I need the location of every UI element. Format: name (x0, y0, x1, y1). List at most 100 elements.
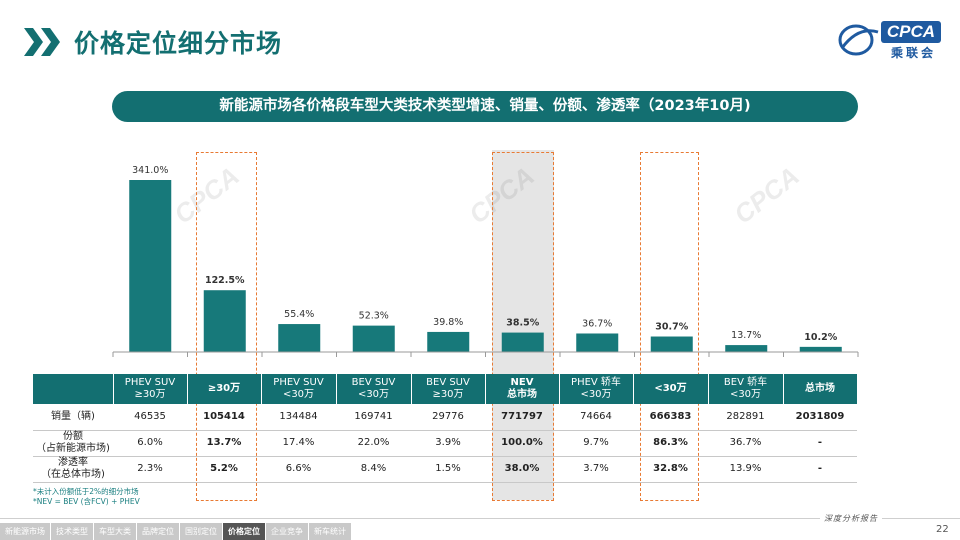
column-header-line1: PHEV SUV (273, 377, 324, 388)
value-label: 55.4% (284, 309, 314, 320)
nav-tab[interactable]: 品牌定位 (137, 523, 179, 540)
footnote-2: *NEV = BEV (含FCV) + PHEV (33, 497, 140, 506)
logo-text: CPCA (881, 21, 941, 43)
column-header: PHEV SUV ≥30万 (113, 374, 188, 404)
table-cell: 9.7% (559, 430, 633, 457)
bar (650, 336, 693, 352)
table-cell: - (783, 430, 857, 457)
table-cell: - (783, 456, 857, 483)
table-cell: 13.9% (708, 456, 783, 483)
table-cell: 3.7% (559, 456, 633, 483)
table-cell: 3.9% (411, 430, 485, 457)
row-label-line2: （占新能源市场) (36, 443, 110, 454)
bar (501, 332, 544, 352)
bar (576, 333, 619, 352)
column-header-line1: BEV 轿车 (723, 377, 768, 388)
table-cell: 5.2% (187, 456, 261, 483)
bar (799, 346, 842, 352)
table-cell: 46535 (113, 404, 187, 431)
bar (427, 331, 470, 352)
value-label: 122.5% (205, 275, 245, 286)
table-corner (33, 374, 114, 404)
nav-tab[interactable]: 企业竞争 (266, 523, 308, 540)
chevron-right-icon (24, 28, 60, 56)
section-nav: 新能源市场 技术类型 车型大类 品牌定位 国别定位 价格定位 企业竞争 新车统计 (0, 523, 352, 540)
cpca-logo: CPCA 乘联会 (836, 18, 944, 62)
chart-title-banner: 新能源市场各价格段车型大类技术类型增速、销量、份额、渗透率（2023年10月) (112, 91, 858, 122)
column-header: <30万 (633, 374, 709, 404)
value-label: 341.0% (132, 165, 168, 176)
nav-tab[interactable]: 新车统计 (309, 523, 351, 540)
bar (725, 345, 768, 352)
bar (203, 290, 246, 352)
table-cell: 666383 (633, 404, 708, 431)
column-header-line1: BEV SUV (351, 377, 396, 388)
table-cell: 36.7% (708, 430, 783, 457)
page-number: 22 (936, 524, 949, 535)
bar-chart: 341.0% 122.5% 55.4% 52.3% 39.8% 38.5% 36.7% 30.… (112, 165, 859, 357)
column-header: 总市场 (783, 374, 858, 404)
table-row: 渗透率 （在总体市场) 2.3% 5.2% 6.6% 8.4% 1.5% 38.0% 3.7% 3… (33, 456, 857, 483)
row-label-line1: 渗透率 (58, 457, 88, 468)
table-row: 份额 （占新能源市场) 6.0% 13.7% 17.4% 22.0% 3.9% 100.0% 9… (33, 430, 857, 457)
column-header: BEV 轿车 <30万 (708, 374, 784, 404)
column-header: NEV 总市场 (485, 374, 560, 404)
value-label: 38.5% (506, 318, 539, 329)
nav-tab[interactable]: 技术类型 (51, 523, 93, 540)
nav-tab[interactable]: 国别定位 (180, 523, 222, 540)
header: 价格定位细分市场 CPCA 乘联会 (0, 0, 960, 80)
column-header: PHEV SUV <30万 (261, 374, 337, 404)
table-cell: 105414 (187, 404, 261, 431)
highlight-box-ge30 (196, 152, 257, 501)
column-header-line1: ≥30万 (207, 383, 241, 394)
table-cell: 6.6% (261, 456, 336, 483)
column-header-line1: <30万 (654, 383, 687, 394)
column-header-line2: <30万 (729, 389, 762, 400)
column-header-line1: BEV SUV (426, 377, 470, 388)
table-cell: 32.8% (633, 456, 708, 483)
table-cell: 6.0% (113, 430, 187, 457)
table-cell: 282891 (708, 404, 783, 431)
footnotes: *未计入份额低于2%的细分市场 *NEV = BEV (含FCV) + PHEV (33, 487, 140, 507)
column-header: BEV SUV <30万 (336, 374, 412, 404)
table-cell: 29776 (411, 404, 485, 431)
row-label: 渗透率 （在总体市场) (33, 456, 113, 483)
nav-tab[interactable]: 车型大类 (94, 523, 136, 540)
row-label: 份额 （占新能源市场) (33, 430, 113, 457)
nav-tab[interactable]: 新能源市场 (0, 523, 50, 540)
column-header-line2: 总市场 (507, 389, 537, 400)
table-cell: 13.7% (187, 430, 261, 457)
value-label: 52.3% (359, 311, 389, 322)
footer-divider (0, 518, 960, 519)
globe-icon (838, 24, 879, 56)
table-cell: 86.3% (633, 430, 708, 457)
table-cell: 771797 (485, 404, 559, 431)
column-header: PHEV 轿车 <30万 (559, 374, 634, 404)
column-header: ≥30万 (187, 374, 262, 404)
bar (352, 325, 395, 352)
row-label-line1: 份额 (63, 431, 83, 442)
column-header-line2: ≥30万 (134, 389, 166, 400)
column-header-line2: <30万 (580, 389, 612, 400)
bar (129, 180, 172, 352)
table-cell: 38.0% (485, 456, 559, 483)
nav-tab[interactable]: 价格定位 (223, 523, 265, 540)
x-axis-ticks (112, 352, 859, 357)
column-header-line1: 总市场 (805, 383, 835, 394)
row-label-line1: 销量（辆) (51, 410, 95, 422)
highlight-box-nev (492, 152, 554, 501)
table-cell: 2.3% (113, 456, 187, 483)
table-header-row: PHEV SUV ≥30万 ≥30万 PHEV SUV <30万 BEV SUV <30万 B… (33, 374, 858, 404)
row-label-line2: （在总体市场) (41, 469, 105, 480)
table-cell: 100.0% (485, 430, 559, 457)
table-cell: 134484 (261, 404, 336, 431)
page-title: 价格定位细分市场 (74, 29, 283, 58)
value-label: 30.7% (655, 322, 688, 333)
table-cell: 169741 (336, 404, 411, 431)
value-label: 39.8% (433, 317, 463, 328)
report-label: 深度分析报告 (820, 513, 882, 524)
table-cell: 74664 (559, 404, 633, 431)
column-header-line1: PHEV SUV (124, 377, 176, 388)
data-table: PHEV SUV ≥30万 ≥30万 PHEV SUV <30万 BEV SUV <30万 B… (33, 374, 858, 483)
column-header-line2: <30万 (282, 389, 315, 400)
